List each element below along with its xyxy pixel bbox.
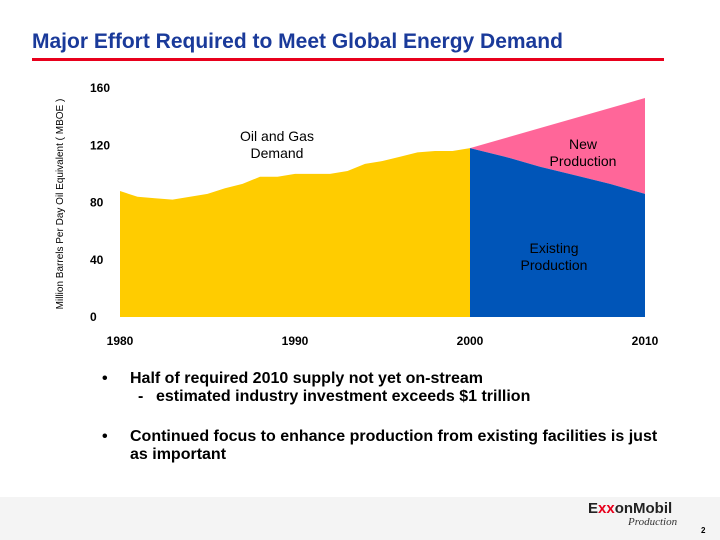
bullet-dot-icon: • bbox=[102, 370, 108, 387]
bullet-item: • Half of required 2010 supply not yet o… bbox=[100, 370, 660, 388]
title-rule bbox=[32, 58, 664, 61]
dash-icon: - bbox=[138, 388, 144, 405]
company-logo: ExxonMobil bbox=[588, 500, 673, 517]
bullet-text: Continued focus to enhance production fr… bbox=[130, 428, 658, 463]
page-number: 2 bbox=[701, 526, 706, 535]
sub-bullet-item: - estimated industry investment exceeds … bbox=[100, 388, 660, 406]
demand-annotation: Oil and Gas Demand bbox=[240, 128, 314, 161]
y-tick-label: 0 bbox=[90, 310, 97, 324]
bullet-text: Half of required 2010 supply not yet on-… bbox=[130, 370, 483, 387]
page-title: Major Effort Required to Meet Global Ene… bbox=[32, 30, 563, 53]
x-tick-label: 2000 bbox=[457, 334, 484, 348]
existing-production-annotation: Existing Production bbox=[521, 240, 588, 273]
x-tick-label: 1990 bbox=[282, 334, 309, 348]
y-tick-label: 40 bbox=[90, 253, 104, 267]
x-tick-label: 1980 bbox=[107, 334, 134, 348]
y-tick-label: 120 bbox=[90, 138, 110, 152]
y-tick-label: 80 bbox=[90, 196, 104, 210]
existing-production-area bbox=[470, 148, 645, 317]
x-tick-label: 2010 bbox=[632, 334, 659, 348]
oil-gas-demand-area bbox=[120, 148, 470, 317]
new-production-area bbox=[470, 98, 645, 194]
bullet-list: • Half of required 2010 supply not yet o… bbox=[100, 370, 660, 464]
bullet-item: • Continued focus to enhance production … bbox=[100, 428, 660, 464]
logo-subtitle: Production bbox=[628, 516, 678, 528]
energy-demand-chart: 1980 1990 2000 2010 0 40 80 120 160 Oil and Gas D… bbox=[90, 81, 659, 348]
new-production-annotation: New Production bbox=[550, 136, 617, 169]
bullet-dot-icon: • bbox=[102, 428, 108, 445]
y-tick-label: 160 bbox=[90, 81, 110, 95]
footer-bar bbox=[0, 497, 720, 540]
sub-bullet-text: estimated industry investment exceeds $1… bbox=[156, 388, 531, 405]
